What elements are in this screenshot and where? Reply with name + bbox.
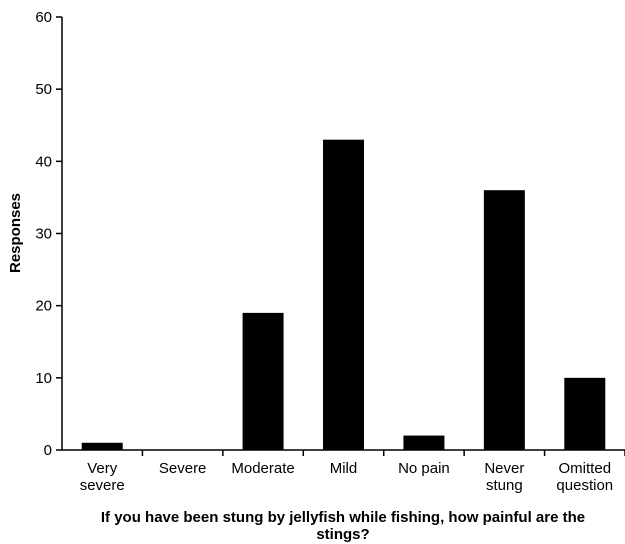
y-tick-label: 10 <box>35 370 52 387</box>
x-tick-label: Never stung <box>484 460 524 494</box>
y-tick-label: 0 <box>44 442 52 459</box>
bar <box>564 377 606 450</box>
y-tick-label: 40 <box>35 153 52 170</box>
x-tick-label: Mild <box>330 460 358 477</box>
bar <box>403 435 445 450</box>
y-tick-label: 30 <box>35 226 52 243</box>
bar <box>242 312 284 450</box>
y-tick-label: 60 <box>35 9 52 26</box>
x-tick-label: Moderate <box>231 460 294 477</box>
y-tick-label: 50 <box>35 81 52 98</box>
x-tick-label: No pain <box>398 460 450 477</box>
y-tick-label: 20 <box>35 298 52 315</box>
x-tick-label: Omitted question <box>556 460 613 494</box>
bar <box>323 139 364 450</box>
x-axis-title: If you have been stung by jellyfish whil… <box>101 509 585 543</box>
y-axis-title: Responses <box>7 193 24 273</box>
x-tick-label: Severe <box>159 460 207 477</box>
bar <box>483 190 525 450</box>
plot-area: 0 10 20 30 40 50 60 Very severe Severe Moderate Mil… <box>35 9 625 494</box>
bar <box>81 442 123 450</box>
x-tick-label: Very severe <box>80 460 125 494</box>
